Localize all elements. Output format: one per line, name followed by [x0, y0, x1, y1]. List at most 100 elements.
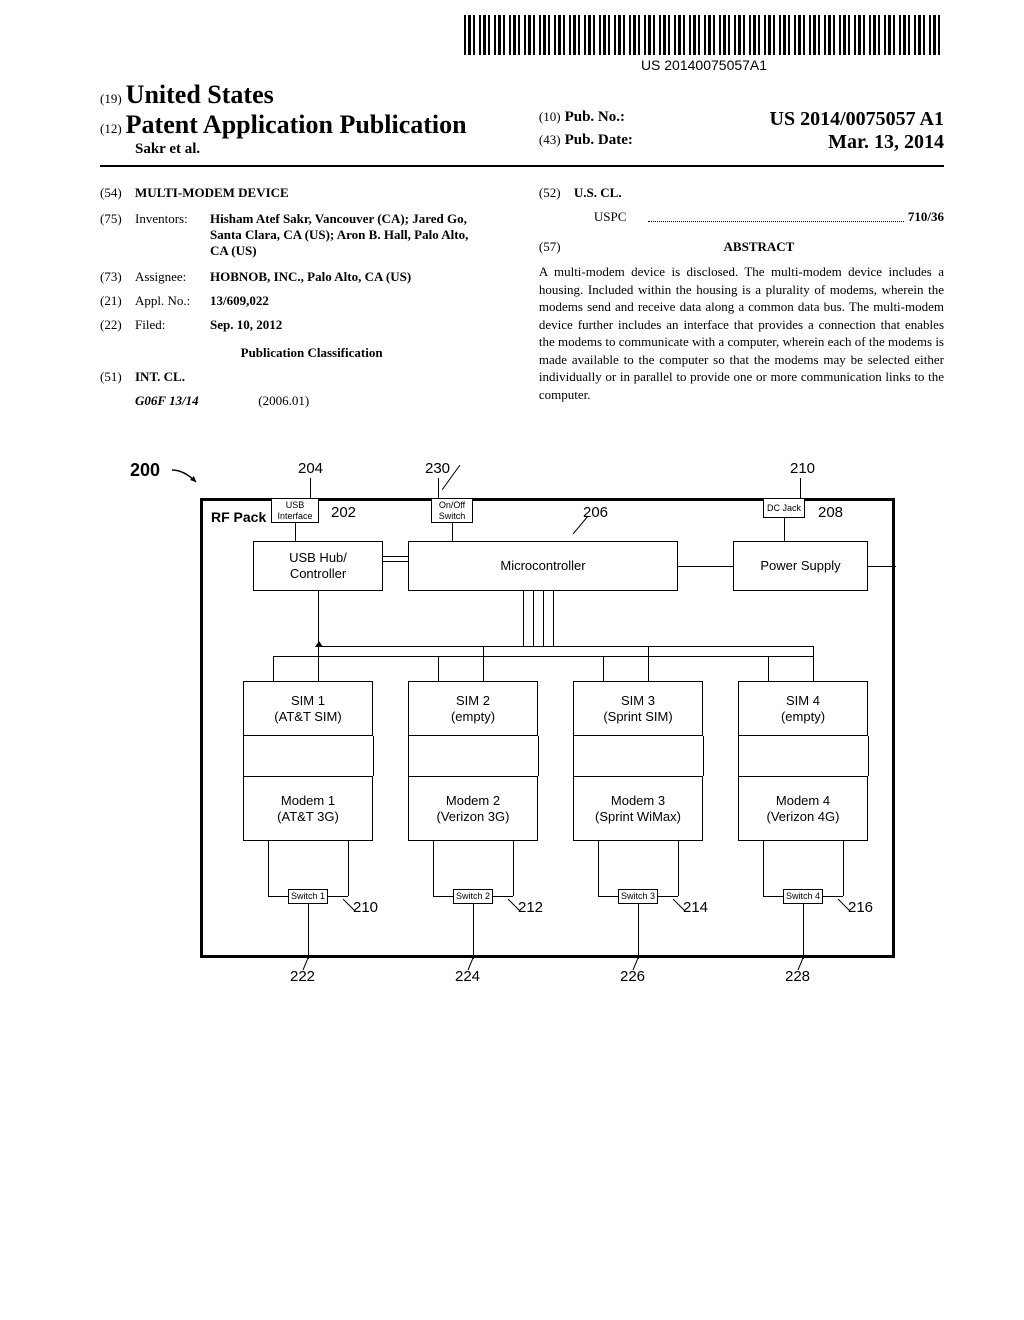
sim3-block: SIM 3 (Sprint SIM): [573, 681, 703, 736]
modem2-block: Modem 2 (Verizon 3G): [408, 776, 538, 841]
mc-d1: [523, 591, 524, 646]
conn-psu-edge: [868, 566, 896, 567]
appl-label: Appl. No.:: [135, 293, 210, 309]
sm3r: [703, 736, 704, 776]
leader-224: [463, 958, 478, 973]
sw4-down: [803, 904, 804, 959]
sim1-l1: SIM 1: [291, 693, 325, 709]
dcjack-block: DC Jack: [763, 498, 805, 518]
appl-text: 13/609,022: [210, 293, 269, 308]
pub-no: US 2014/0075057 A1: [770, 108, 944, 131]
ms3h: [598, 896, 618, 897]
leader-230b: [442, 465, 472, 495]
sm4r: [868, 736, 869, 776]
sw3-text: Switch 3: [621, 891, 655, 902]
conn-dcjack-psu: [784, 518, 785, 541]
modem2-l2: (Verizon 3G): [437, 809, 510, 825]
sm2l: [408, 736, 409, 776]
ms2h2: [493, 896, 513, 897]
ms4h: [763, 896, 783, 897]
microcontroller-block: Microcontroller: [408, 541, 678, 591]
rf-pack-label: RF Pack: [211, 509, 266, 525]
publication-type: Patent Application Publication: [126, 110, 467, 139]
bus-h1: [318, 646, 813, 647]
mc-d2: [533, 591, 534, 646]
conn-usbint-hub: [295, 523, 296, 541]
psu-block: Power Supply: [733, 541, 868, 591]
code-57: (57): [539, 239, 574, 255]
drop1b: [273, 656, 274, 681]
leader-206: [573, 516, 593, 536]
code-22: (22): [100, 317, 135, 333]
filed-value: Sep. 10, 2012: [210, 317, 488, 333]
switch2-block: Switch 2: [453, 889, 493, 904]
ref-204: 204: [298, 460, 323, 477]
inventors-label: Inventors:: [135, 211, 210, 259]
leader-210b: [343, 899, 358, 914]
modem3-l2: (Sprint WiMax): [595, 809, 681, 825]
ms1h: [268, 896, 288, 897]
leader-228: [793, 958, 808, 973]
pub-classification-heading: Publication Classification: [135, 345, 488, 361]
modem4-block: Modem 4 (Verizon 4G): [738, 776, 868, 841]
sw4-text: Switch 4: [786, 891, 820, 902]
sim4-l1: SIM 4: [786, 693, 820, 709]
barcode-region: US 20140075057A1: [464, 15, 944, 73]
code-19: (19): [100, 91, 122, 106]
sw3-down: [638, 904, 639, 959]
assignee-text: HOBNOB, INC., Palo Alto, CA (US): [210, 269, 411, 284]
bus-h2: [273, 656, 813, 657]
sim4-block: SIM 4 (empty): [738, 681, 868, 736]
sw1-text: Switch 1: [291, 891, 325, 902]
authors: Sakr et al.: [135, 141, 200, 157]
sw2-down: [473, 904, 474, 959]
code-52: (52): [539, 185, 574, 201]
ref-208: 208: [818, 504, 843, 521]
code-51: (51): [100, 369, 135, 385]
drop4a: [813, 646, 814, 681]
figure: 200 204 230 210 RF Pack USB Interface On…: [100, 460, 920, 990]
leader-216b: [838, 899, 853, 914]
ms3h2: [658, 896, 678, 897]
conn-micro-psu: [678, 566, 733, 567]
usbhub-l2: Controller: [290, 566, 346, 582]
modem2-l1: Modem 2: [446, 793, 500, 809]
biblio-left: (54) MULTI-MODEM DEVICE (75) Inventors: …: [100, 185, 488, 409]
code-12: (12): [100, 121, 122, 136]
modem4-l1: Modem 4: [776, 793, 830, 809]
ms2a: [433, 841, 434, 896]
sim1-block: SIM 1 (AT&T SIM): [243, 681, 373, 736]
drop2a: [483, 646, 484, 681]
sw1-down: [308, 904, 309, 959]
assignee-label: Assignee:: [135, 269, 210, 285]
drop3a: [648, 646, 649, 681]
usbhub-block: USB Hub/ Controller: [253, 541, 383, 591]
code-43: (43): [539, 132, 561, 147]
filed-text: Sep. 10, 2012: [210, 317, 282, 332]
filed-label: Filed:: [135, 317, 210, 333]
psu-text: Power Supply: [760, 558, 840, 574]
code-73: (73): [100, 269, 135, 285]
usb-interface-text: USB Interface: [277, 500, 312, 522]
modem3-l1: Modem 3: [611, 793, 665, 809]
barcode-graphic: [464, 15, 944, 55]
rf-pack-box: RF Pack USB Interface On/Off Switch DC J…: [200, 498, 895, 958]
sim2-l1: SIM 2: [456, 693, 490, 709]
pub-date-label: Pub. Date:: [565, 132, 633, 148]
uspc-text: 710/36: [908, 209, 944, 224]
usbhub-l1: USB Hub/: [289, 550, 347, 566]
conn-hub-micro: [383, 556, 408, 557]
sim2-l2: (empty): [451, 709, 495, 725]
sm2r: [538, 736, 539, 776]
header-rule: [100, 165, 944, 167]
mc-d4: [553, 591, 554, 646]
code-75: (75): [100, 211, 135, 259]
appl-value: 13/609,022: [210, 293, 488, 309]
inventors-text: Hisham Atef Sakr, Vancouver (CA); Jared …: [210, 211, 468, 258]
sim3-l2: (Sprint SIM): [603, 709, 672, 725]
leader-230: [438, 478, 439, 498]
sim1-l2: (AT&T SIM): [274, 709, 341, 725]
leader-226: [628, 958, 643, 973]
onoff-block: On/Off Switch: [431, 498, 473, 523]
leader-204: [310, 478, 311, 498]
